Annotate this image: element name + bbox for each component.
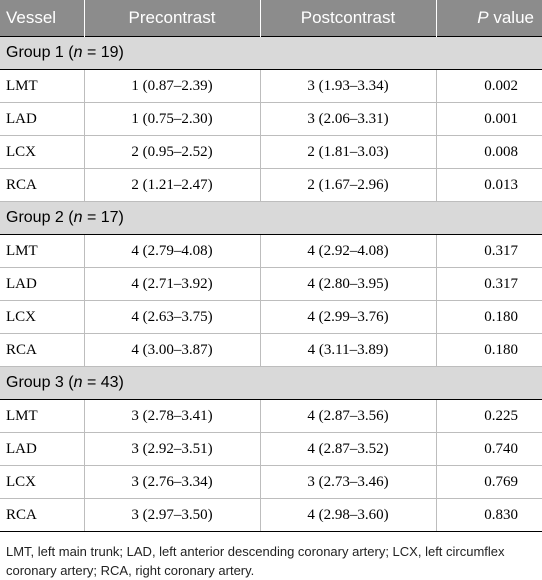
cell-p-value: 0.317: [436, 267, 542, 301]
cell-vessel: RCA: [0, 498, 85, 532]
table-row: LCX 2 (0.95–2.52) 2 (1.81–3.03) 0.008: [0, 135, 542, 169]
cell-vessel: LAD: [0, 432, 85, 466]
table-footnote: LMT, left main trunk; LAD, left anterior…: [6, 544, 505, 578]
cell-precontrast: 4 (2.71–3.92): [84, 267, 261, 301]
cell-p-value: 0.225: [436, 399, 542, 433]
table-row: LAD 1 (0.75–2.30) 3 (2.06–3.31) 0.001: [0, 102, 542, 136]
cell-p-value: 0.830: [436, 498, 542, 532]
cell-vessel: RCA: [0, 333, 85, 367]
cell-precontrast: 4 (2.63–3.75): [84, 300, 261, 334]
cell-precontrast: 3 (2.76–3.34): [84, 465, 261, 499]
cell-p-value: 0.001: [436, 102, 542, 136]
cell-precontrast: 1 (0.75–2.30): [84, 102, 261, 136]
cell-precontrast: 3 (2.92–3.51): [84, 432, 261, 466]
cell-precontrast: 1 (0.87–2.39): [84, 69, 261, 103]
table-row: LCX 3 (2.76–3.34) 3 (2.73–3.46) 0.769: [0, 465, 542, 499]
cell-precontrast: 3 (2.97–3.50): [84, 498, 261, 532]
cell-vessel: LCX: [0, 300, 85, 334]
cell-postcontrast: 4 (2.92–4.08): [260, 234, 437, 268]
cell-p-value: 0.013: [436, 168, 542, 202]
cell-postcontrast: 3 (1.93–3.34): [260, 69, 437, 103]
cell-p-value: 0.769: [436, 465, 542, 499]
cell-p-value: 0.180: [436, 300, 542, 334]
cell-postcontrast: 2 (1.67–2.96): [260, 168, 437, 202]
table-row: LMT 4 (2.79–4.08) 4 (2.92–4.08) 0.317: [0, 234, 542, 268]
group-label: Group 2 (n = 17): [0, 201, 542, 235]
table-row: LCX 4 (2.63–3.75) 4 (2.99–3.76) 0.180: [0, 300, 542, 334]
cell-precontrast: 4 (2.79–4.08): [84, 234, 261, 268]
header-vessel: Vessel: [0, 0, 85, 37]
cell-precontrast: 4 (3.00–3.87): [84, 333, 261, 367]
cell-postcontrast: 3 (2.73–3.46): [260, 465, 437, 499]
table-row: RCA 2 (1.21–2.47) 2 (1.67–2.96) 0.013: [0, 168, 542, 202]
cell-vessel: LMT: [0, 399, 85, 433]
header-postcontrast: Postcontrast: [260, 0, 437, 37]
table-row: LAD 4 (2.71–3.92) 4 (2.80–3.95) 0.317: [0, 267, 542, 301]
cell-precontrast: 2 (0.95–2.52): [84, 135, 261, 169]
cell-postcontrast: 3 (2.06–3.31): [260, 102, 437, 136]
cell-p-value: 0.180: [436, 333, 542, 367]
cell-p-value: 0.002: [436, 69, 542, 103]
cell-p-value: 0.740: [436, 432, 542, 466]
header-p-value: P value: [477, 8, 534, 27]
cell-postcontrast: 4 (2.99–3.76): [260, 300, 437, 334]
cell-postcontrast: 4 (2.87–3.52): [260, 432, 437, 466]
cell-vessel: LMT: [0, 234, 85, 268]
cell-vessel: LAD: [0, 102, 85, 136]
group-header-row: Group 1 (n = 19): [0, 36, 542, 70]
table-row: LMT 1 (0.87–2.39) 3 (1.93–3.34) 0.002: [0, 69, 542, 103]
cell-postcontrast: 4 (2.87–3.56): [260, 399, 437, 433]
cell-postcontrast: 4 (2.80–3.95): [260, 267, 437, 301]
cell-postcontrast: 4 (3.11–3.89): [260, 333, 437, 367]
cell-vessel: LCX: [0, 135, 85, 169]
group-label: Group 1 (n = 19): [0, 36, 542, 70]
cell-postcontrast: 2 (1.81–3.03): [260, 135, 437, 169]
header-precontrast: Precontrast: [84, 0, 261, 37]
cell-precontrast: 2 (1.21–2.47): [84, 168, 261, 202]
table-row: LMT 3 (2.78–3.41) 4 (2.87–3.56) 0.225: [0, 399, 542, 433]
cell-vessel: LCX: [0, 465, 85, 499]
cell-vessel: RCA: [0, 168, 85, 202]
table-row: RCA 4 (3.00–3.87) 4 (3.11–3.89) 0.180: [0, 333, 542, 367]
header-row: Vessel Precontrast Postcontrast P value: [0, 0, 542, 37]
cell-vessel: LMT: [0, 69, 85, 103]
cell-vessel: LAD: [0, 267, 85, 301]
group-header-row: Group 3 (n = 43): [0, 366, 542, 400]
cell-p-value: 0.008: [436, 135, 542, 169]
group-label: Group 3 (n = 43): [0, 366, 542, 400]
table-row: RCA 3 (2.97–3.50) 4 (2.98–3.60) 0.830: [0, 498, 542, 532]
cell-precontrast: 3 (2.78–3.41): [84, 399, 261, 433]
group-header-row: Group 2 (n = 17): [0, 201, 542, 235]
table-row: LAD 3 (2.92–3.51) 4 (2.87–3.52) 0.740: [0, 432, 542, 466]
cell-p-value: 0.317: [436, 234, 542, 268]
cell-postcontrast: 4 (2.98–3.60): [260, 498, 437, 532]
results-table: Vessel Precontrast Postcontrast P value …: [0, 0, 542, 532]
